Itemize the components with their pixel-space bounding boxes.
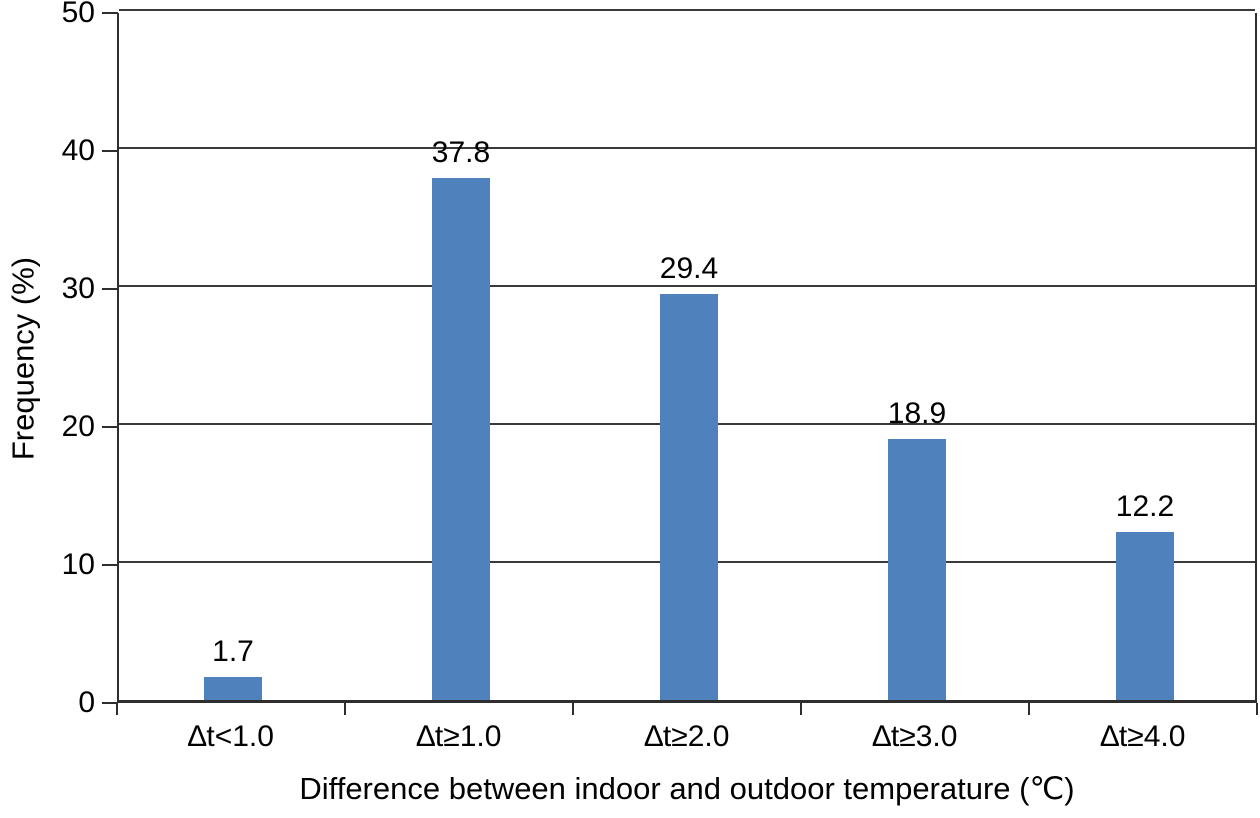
x-category-label: ∆t≥2.0 bbox=[644, 720, 730, 753]
x-tick-mark bbox=[116, 703, 118, 715]
y-axis-title: Frequency (%) bbox=[5, 256, 41, 461]
x-tick-mark bbox=[344, 703, 346, 715]
x-category-label: ∆t<1.0 bbox=[188, 720, 274, 753]
plot-area: 1.7 37.8 29.4 18.9 12.2 bbox=[117, 9, 1257, 703]
gridline bbox=[119, 147, 1255, 149]
y-tick-mark bbox=[102, 288, 118, 290]
x-category-label: ∆t≥3.0 bbox=[872, 720, 958, 753]
y-tick-label: 30 bbox=[61, 272, 95, 305]
y-tick-mark bbox=[102, 564, 118, 566]
x-tick-mark bbox=[1028, 703, 1030, 715]
y-tick-label: 0 bbox=[78, 686, 95, 719]
x-category-label: ∆t≥4.0 bbox=[1100, 720, 1186, 753]
y-tick-mark bbox=[102, 426, 118, 428]
bar-∆t<1.0 bbox=[204, 676, 262, 700]
bar-∆t≥4.0 bbox=[1116, 531, 1174, 700]
x-category-label: ∆t≥1.0 bbox=[416, 720, 502, 753]
bar-value-label: 29.4 bbox=[659, 252, 719, 286]
x-tick-mark bbox=[1256, 703, 1258, 715]
x-tick-mark bbox=[800, 703, 802, 715]
bar-value-label: 12.2 bbox=[1115, 489, 1175, 523]
y-tick-mark bbox=[102, 12, 118, 14]
x-tick-mark bbox=[572, 703, 574, 715]
gridline bbox=[119, 9, 1255, 11]
y-tick-label: 50 bbox=[61, 0, 95, 29]
bar-value-label: 1.7 bbox=[212, 634, 254, 668]
y-tick-mark bbox=[102, 702, 118, 704]
y-tick-label: 20 bbox=[61, 410, 95, 443]
bar-∆t≥3.0 bbox=[888, 439, 946, 700]
y-tick-label: 40 bbox=[61, 134, 95, 167]
bar-∆t≥1.0 bbox=[432, 178, 490, 700]
bar-value-label: 18.9 bbox=[887, 397, 947, 431]
x-axis-title: Difference between indoor and outdoor te… bbox=[299, 771, 1075, 806]
bar-value-label: 37.8 bbox=[431, 136, 491, 170]
y-tick-label: 10 bbox=[61, 548, 95, 581]
gridline bbox=[119, 285, 1255, 287]
y-tick-mark bbox=[102, 150, 118, 152]
bar-∆t≥2.0 bbox=[660, 294, 718, 700]
